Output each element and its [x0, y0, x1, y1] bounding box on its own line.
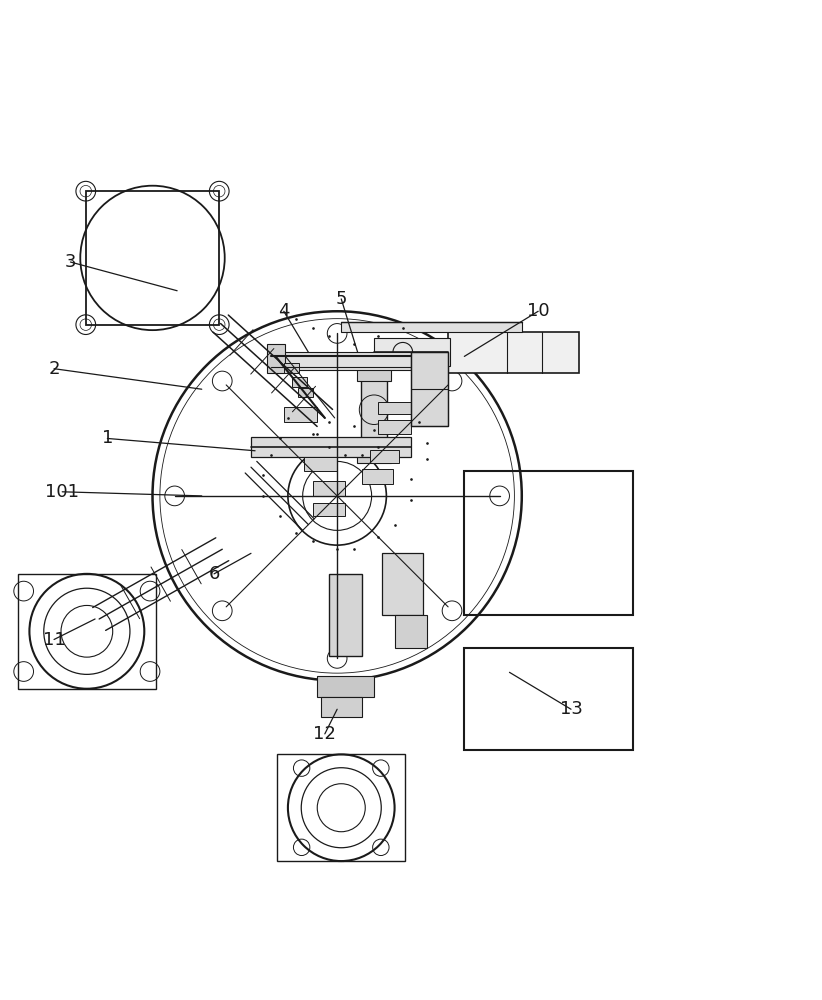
Bar: [382, 553, 423, 615]
Bar: [312, 503, 345, 516]
Text: 1: 1: [102, 429, 113, 447]
Bar: [378, 402, 411, 414]
Text: 3: 3: [65, 253, 76, 271]
Bar: [411, 352, 448, 426]
Bar: [292, 377, 307, 387]
Text: 5: 5: [335, 290, 347, 308]
Bar: [321, 697, 362, 717]
Bar: [277, 754, 405, 861]
Text: 10: 10: [527, 302, 550, 320]
Bar: [271, 352, 411, 370]
Bar: [395, 615, 427, 648]
Text: 101: 101: [45, 483, 79, 501]
Bar: [312, 481, 345, 496]
Text: 2: 2: [48, 360, 60, 378]
Bar: [267, 344, 285, 373]
Bar: [304, 457, 337, 471]
Bar: [378, 420, 411, 434]
Bar: [362, 469, 393, 484]
Bar: [357, 363, 391, 381]
Text: 6: 6: [208, 565, 219, 583]
Bar: [329, 574, 362, 656]
Bar: [464, 648, 633, 750]
Text: 4: 4: [278, 302, 289, 320]
Bar: [374, 338, 450, 366]
Bar: [448, 332, 580, 373]
Bar: [284, 363, 298, 373]
Bar: [361, 365, 387, 455]
Bar: [251, 437, 411, 457]
Bar: [298, 388, 312, 397]
Bar: [370, 450, 399, 463]
Bar: [18, 574, 156, 689]
Bar: [341, 322, 522, 332]
Text: 11: 11: [43, 631, 66, 649]
Bar: [357, 445, 391, 463]
Text: 12: 12: [313, 725, 336, 743]
Text: 13: 13: [560, 700, 583, 718]
Bar: [464, 471, 633, 615]
Bar: [284, 407, 316, 422]
Bar: [411, 352, 448, 426]
Bar: [316, 676, 374, 697]
